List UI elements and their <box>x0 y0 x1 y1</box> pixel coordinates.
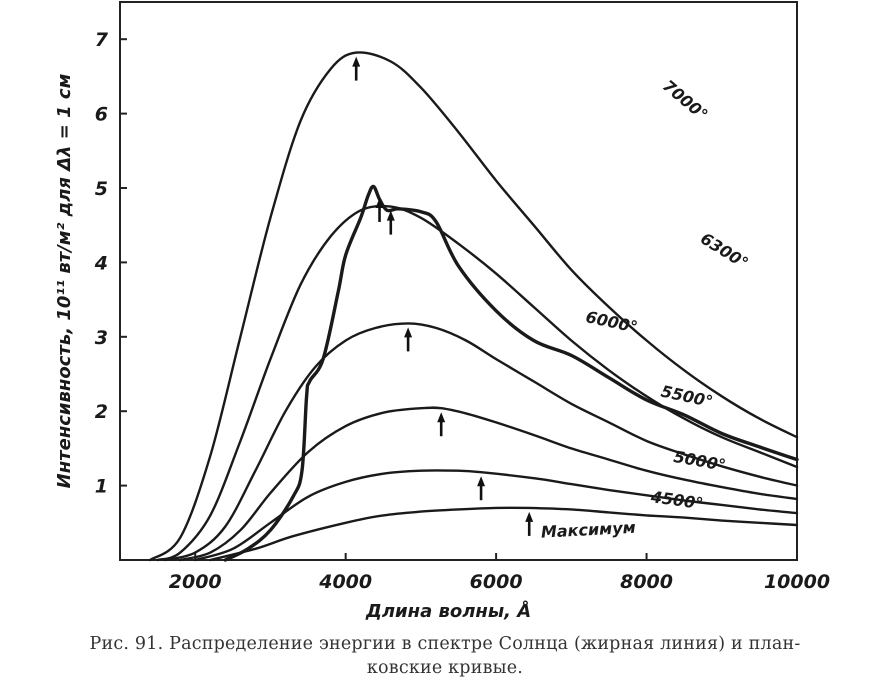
x-tick-label: 4000 <box>318 571 372 593</box>
series-label-5: 4500° <box>649 487 705 513</box>
series-label-4: 5000° <box>672 447 727 475</box>
y-axis-label: Интенсивность, 10¹¹ вт/м² для Δλ = 1 см <box>54 73 75 488</box>
max-marker-head-0 <box>352 56 361 67</box>
chart-max-markers <box>352 56 534 536</box>
series-line-4 <box>194 469 799 562</box>
series-label-2: 6000° <box>584 307 639 337</box>
x-tick-label: 8000 <box>620 571 673 593</box>
y-tick-label: 7 <box>95 29 109 51</box>
x-tick-label: 10000 <box>764 571 830 593</box>
series-label-0: 7000° <box>659 76 711 124</box>
max-marker-head-4 <box>437 412 446 423</box>
x-tick-label: 2000 <box>169 571 222 593</box>
series-line-3 <box>179 406 799 562</box>
plot-frame <box>119 1 798 561</box>
max-marker-head-1 <box>375 197 384 208</box>
caption-line-1: Рис. 91. Распределение энергии в спектре… <box>89 634 801 654</box>
maximum-annotation: Максимум <box>540 518 636 542</box>
y-tick-label: 1 <box>95 476 108 498</box>
series-line-1 <box>156 204 799 562</box>
y-tick-label: 5 <box>95 178 108 200</box>
series-line-0 <box>148 51 799 562</box>
max-marker-head-3 <box>404 327 413 338</box>
series-line-6 <box>223 184 799 562</box>
max-marker-head-6 <box>525 511 534 522</box>
y-tick-label: 2 <box>95 401 108 423</box>
caption-line-2: ковские кривые. <box>366 658 524 678</box>
chart-series-labels: 7000°6300°6000°5500°5000°4500°Максимум <box>540 76 751 542</box>
y-tick-label: 4 <box>94 252 108 274</box>
max-marker-head-2 <box>386 210 395 221</box>
series-label-1: 6300° <box>697 229 752 273</box>
x-axis-label: Длина волны, Å <box>365 599 531 622</box>
series-line-2 <box>163 322 799 562</box>
y-tick-label: 6 <box>95 104 108 126</box>
y-tick-label: 3 <box>95 327 108 349</box>
max-marker-head-5 <box>477 476 486 487</box>
x-tick-label: 6000 <box>470 571 523 593</box>
chart-axes: 2000 4000 6000 8000 10000 1 2 3 4 5 6 7 Длина волны,… <box>54 1 830 622</box>
chart-curves <box>148 51 799 562</box>
series-line-5 <box>209 506 799 562</box>
figure-caption: Рис. 91. Распределение энергии в спектре… <box>14 632 876 680</box>
